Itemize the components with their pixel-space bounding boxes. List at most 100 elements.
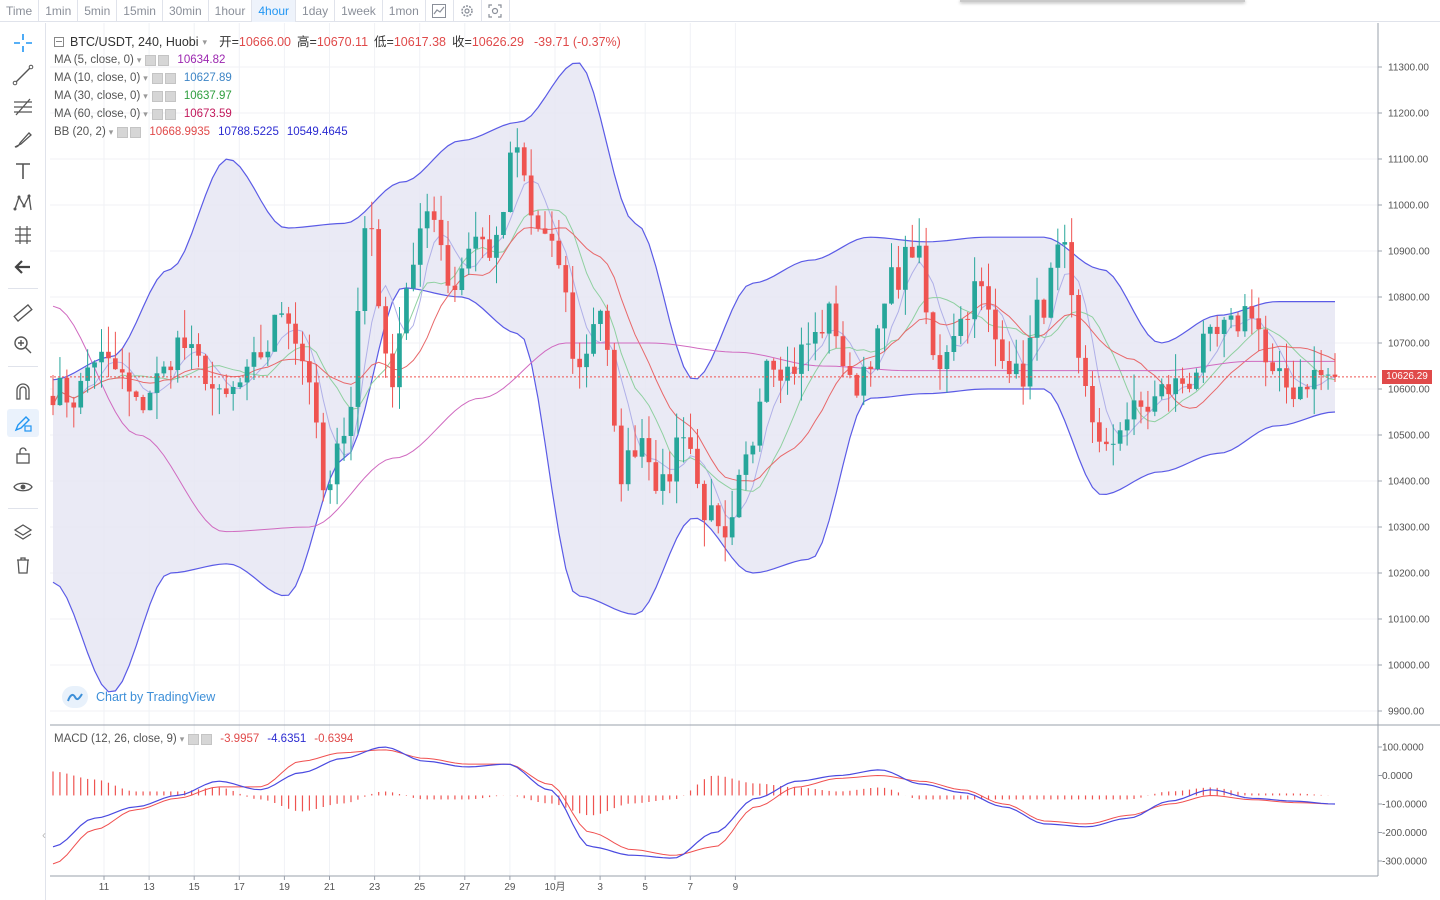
time-tick-label: 23 (369, 882, 381, 893)
candle-body (424, 211, 430, 229)
candle-body (764, 360, 770, 402)
trash-icon[interactable] (7, 551, 39, 579)
time-tick-label: 5 (642, 882, 648, 893)
time-tick-label: 29 (504, 882, 516, 893)
collapse-arrow-icon[interactable]: ‹ (42, 828, 46, 842)
interval-time[interactable]: Time (0, 0, 40, 22)
indicator-settings-icon[interactable] (151, 108, 163, 120)
price-tick-label: 11200.00 (1388, 109, 1429, 120)
pattern-icon[interactable] (7, 189, 39, 217)
candle-body (1207, 326, 1213, 334)
ma30-line (52, 226, 1336, 482)
lock-icon[interactable] (7, 441, 39, 469)
candle-body (258, 352, 264, 358)
interval-1min[interactable]: 1min (39, 0, 79, 22)
high-value: 10670.11 (316, 35, 369, 49)
candle-body (653, 462, 659, 491)
magnet-icon[interactable] (7, 377, 39, 405)
indicator-remove-icon[interactable] (201, 733, 213, 745)
indicator-remove-icon[interactable] (164, 90, 176, 102)
text-icon[interactable] (7, 157, 39, 185)
indicator-name[interactable]: MA (30, close, 0) (54, 90, 141, 102)
candle-body (1104, 441, 1109, 445)
price-tick-label: 11000.00 (1388, 201, 1429, 212)
toolbar-separator (8, 366, 38, 367)
back-arrow-icon[interactable] (7, 253, 39, 281)
candle-body (466, 248, 472, 269)
indicator-settings-icon[interactable] (151, 72, 163, 84)
candle-body (320, 422, 326, 491)
indicator-settings-icon[interactable] (188, 733, 200, 745)
indicator-name[interactable]: BB (20, 2) (54, 126, 106, 138)
price-tick-label: 10000.00 (1388, 661, 1430, 672)
macd-value: -3.9957 (220, 733, 260, 745)
interval-1week[interactable]: 1week (335, 0, 383, 22)
candle-body (715, 505, 721, 527)
interval-5min[interactable]: 5min (78, 0, 118, 22)
drawing-mode-icon[interactable] (7, 409, 39, 437)
fib-retracement-icon[interactable] (7, 93, 39, 121)
interval-4hour[interactable]: 4hour (252, 0, 297, 22)
brush-icon[interactable] (7, 125, 39, 153)
candle-body (1055, 244, 1061, 268)
indicator-remove-icon[interactable] (164, 72, 176, 84)
candle-body (528, 175, 534, 216)
candle-body (369, 228, 375, 230)
interval-15min[interactable]: 15min (117, 0, 163, 22)
indicator-settings-icon[interactable] (145, 54, 157, 66)
eye-icon[interactable] (7, 473, 39, 501)
indicator-settings-icon[interactable] (151, 90, 163, 102)
candle-body (196, 344, 201, 356)
settings-icon[interactable] (454, 0, 482, 22)
ruler-icon[interactable] (7, 299, 39, 327)
candle-body (1180, 378, 1185, 384)
indicator-legend-row[interactable]: MA (5, close, 0) ▾ 10634.82 (54, 54, 226, 66)
screenshot-icon[interactable] (482, 0, 510, 22)
tradingview-watermark[interactable]: Chart by TradingView (62, 686, 215, 708)
bollinger-lower-line (52, 287, 1336, 693)
bollinger-upper-line (52, 62, 1335, 381)
indicator-legend-row[interactable]: MA (10, close, 0) ▾ 10627.89 (54, 72, 232, 84)
candle-body (792, 366, 797, 374)
indicator-name[interactable]: MA (5, close, 0) (54, 54, 134, 66)
trend-line-icon[interactable] (7, 61, 39, 89)
indicator-name[interactable]: MA (10, close, 0) (54, 72, 141, 84)
candle-body (1332, 374, 1338, 377)
prediction-icon[interactable] (7, 221, 39, 249)
indicator-remove-icon[interactable] (130, 126, 142, 138)
zoom-in-icon[interactable] (7, 331, 39, 359)
interval-1hour[interactable]: 1hour (209, 0, 253, 22)
indicator-name[interactable]: MACD (12, 26, close, 9) (54, 733, 177, 745)
indicator-legend-row[interactable]: MA (30, close, 0) ▾ 10637.97 (54, 90, 232, 102)
interval-1day[interactable]: 1day (296, 0, 336, 22)
candle-body (1249, 306, 1255, 319)
symbol-name[interactable]: BTC/USDT, 240, Huobi (70, 35, 199, 49)
candle-body (1201, 333, 1206, 373)
candle-body (826, 303, 832, 334)
macd-signal-line (52, 749, 1336, 865)
candle-body (993, 309, 998, 340)
candle-body (1069, 242, 1074, 296)
indicator-settings-icon[interactable] (117, 126, 129, 138)
indicator-legend-row[interactable]: MA (60, close, 0) ▾ 10673.59 (54, 108, 232, 120)
current-price-tag: 10626.29 (1382, 369, 1432, 384)
candle-body (521, 147, 527, 176)
indicator-value: 10673.59 (183, 108, 232, 120)
indicator-legend-row[interactable]: BB (20, 2) ▾ 10668.9935 10788.5225 10549.464… (54, 126, 348, 138)
indicators-icon[interactable] (426, 0, 454, 22)
crosshair-icon[interactable] (7, 29, 39, 57)
interval-1mon[interactable]: 1mon (383, 0, 426, 22)
collapse-legend-icon[interactable] (54, 37, 64, 47)
indicator-remove-icon[interactable] (158, 54, 170, 66)
candle-body (244, 366, 250, 383)
interval-30min[interactable]: 30min (163, 0, 209, 22)
indicator-value: 10634.82 (177, 54, 226, 66)
layers-icon[interactable] (7, 519, 39, 547)
candle-body (175, 337, 181, 370)
candle-body (660, 474, 666, 491)
candlesticks (50, 128, 1338, 562)
indicator-remove-icon[interactable] (164, 108, 176, 120)
candle-body (667, 474, 673, 482)
indicator-name[interactable]: MA (60, close, 0) (54, 108, 141, 120)
